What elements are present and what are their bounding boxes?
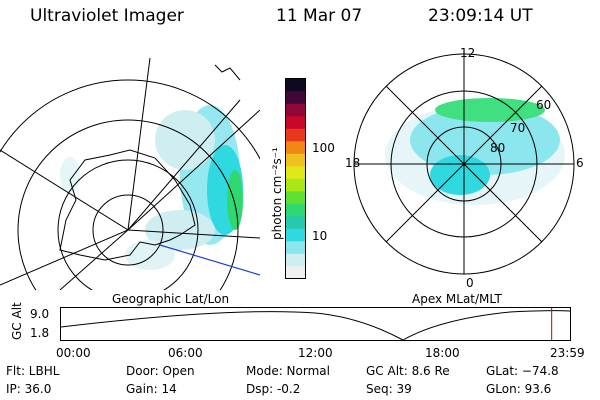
longitude-lines xyxy=(0,57,260,290)
mlat-label-80: 80 xyxy=(490,141,506,155)
glon-info: GLon: 93.6 xyxy=(486,382,552,396)
dsp-info: Dsp: -0.2 xyxy=(246,382,301,396)
seq-info: Seq: 39 xyxy=(366,382,412,396)
mlt-label-6: 6 xyxy=(576,156,584,170)
mlt-label-0: 0 xyxy=(466,276,474,290)
colorbar-band xyxy=(285,166,306,179)
colorbar xyxy=(285,78,306,279)
ip-info: IP: 36.0 xyxy=(6,382,52,396)
time-label: 23:09:14 UT xyxy=(428,6,533,26)
colorbar-band xyxy=(285,103,306,117)
mlt-label-18: 18 xyxy=(345,156,361,170)
filter-info: Flt: LBHL xyxy=(6,364,60,378)
gc-altitude-timeline xyxy=(60,307,571,341)
altitude-curve xyxy=(60,310,571,341)
mlat-label-60: 60 xyxy=(536,98,552,112)
geographic-caption: Geographic Lat/Lon xyxy=(112,292,230,306)
colorbar-band xyxy=(285,228,306,242)
latitude-circles xyxy=(0,79,260,290)
tick-0000: 00:00 xyxy=(56,346,91,360)
colorbar-band xyxy=(285,191,306,204)
colorbar-band xyxy=(285,178,306,192)
colorbar-band xyxy=(285,203,306,217)
mlat-label-70: 70 xyxy=(510,121,526,135)
colorbar-band xyxy=(285,253,306,267)
gain-info: Gain: 14 xyxy=(126,382,177,396)
door-info: Door: Open xyxy=(126,364,195,378)
tick-1200: 12:00 xyxy=(298,346,333,360)
timeline-ymax: 9.0 xyxy=(30,307,50,321)
colorbar-band xyxy=(285,141,306,154)
colorbar-units: photon cm⁻²s⁻¹ xyxy=(270,147,284,240)
timeline-ylabel: GC Alt xyxy=(10,302,24,340)
colorbar-band xyxy=(285,153,306,167)
colorbar-band xyxy=(285,216,306,229)
tick-1800: 18:00 xyxy=(425,346,460,360)
mode-info: Mode: Normal xyxy=(246,364,330,378)
colorbar-tick-10: 10 xyxy=(312,229,328,243)
glat-info: GLat: −74.8 xyxy=(486,364,559,378)
colorbar-band xyxy=(285,116,306,129)
geographic-map xyxy=(0,57,260,290)
instrument-title: Ultraviolet Imager xyxy=(30,6,184,26)
polar-mlt-map xyxy=(353,53,575,275)
aurora-emission-left xyxy=(60,105,243,270)
colorbar-tick-100: 100 xyxy=(312,141,335,155)
tick-2359: 23:59 xyxy=(550,346,585,360)
tick-0600: 06:00 xyxy=(168,346,203,360)
colorbar-band xyxy=(285,128,306,142)
apex-caption: Apex MLat/MLT xyxy=(412,292,502,306)
colorbar-band xyxy=(285,266,306,279)
gcalt-info: GC Alt: 8.6 Re xyxy=(366,364,450,378)
date-label: 11 Mar 07 xyxy=(276,6,363,26)
colorbar-band xyxy=(285,91,306,104)
mlt-label-12: 12 xyxy=(460,46,476,60)
colorbar-band xyxy=(285,241,306,254)
timeline-ymin: 1.8 xyxy=(30,326,50,340)
colorbar-band xyxy=(285,78,306,92)
mlt-lines xyxy=(354,54,574,274)
coastline xyxy=(59,149,196,261)
satellite-track xyxy=(159,244,260,276)
aurora-emission-right xyxy=(385,98,565,205)
